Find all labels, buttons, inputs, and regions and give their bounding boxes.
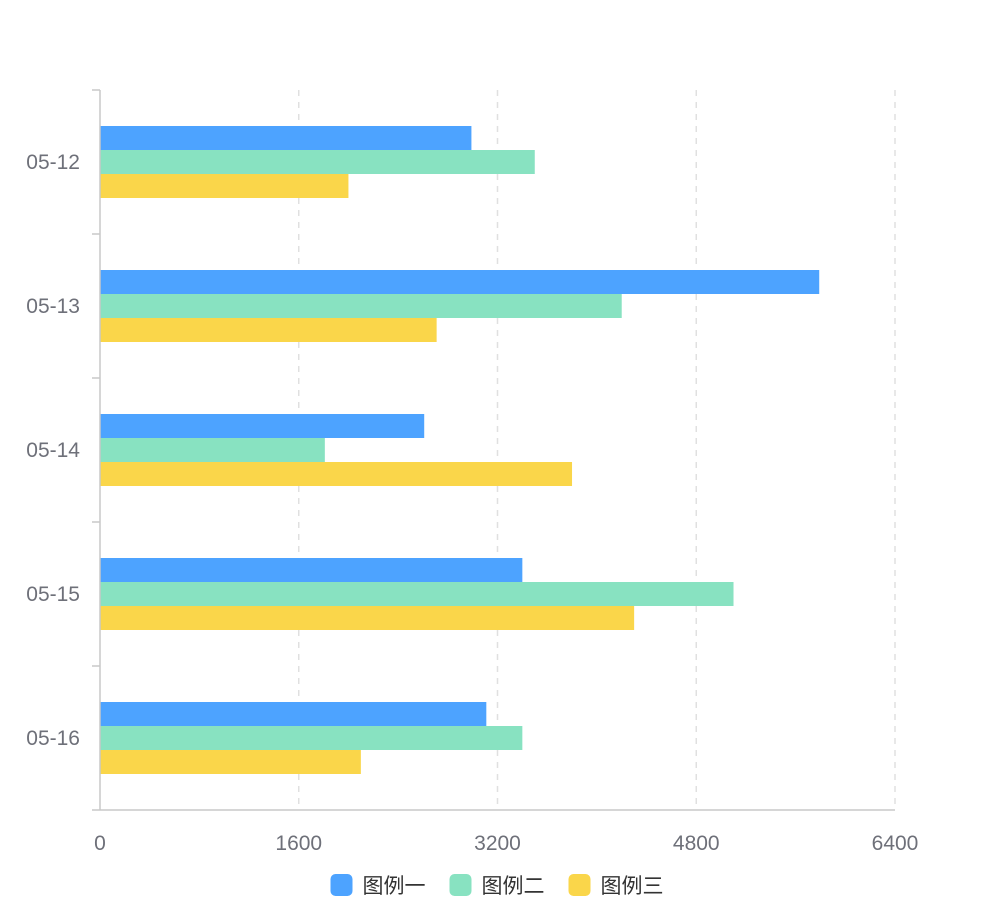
y-tick-label: 05-13 — [26, 295, 80, 318]
legend-swatch-series-2[interactable] — [449, 874, 472, 896]
legend-swatch-series-1[interactable] — [330, 874, 353, 896]
bar-05-16-series-3[interactable] — [100, 750, 361, 774]
bar-05-12-series-3[interactable] — [100, 174, 349, 198]
x-tick-label: 1600 — [275, 832, 322, 855]
legend-label[interactable]: 图例一 — [363, 874, 426, 898]
bar-05-12-series-1[interactable] — [100, 126, 472, 150]
y-tick-label: 05-16 — [26, 727, 80, 750]
y-tick-label: 05-12 — [26, 151, 80, 174]
x-tick-label: 4800 — [673, 832, 720, 855]
y-tick-label: 05-15 — [26, 583, 80, 606]
axes — [92, 89, 895, 811]
bar-05-13-series-3[interactable] — [100, 318, 437, 342]
legend: 图例一 图例二 图例三 — [330, 874, 664, 898]
bar-05-15-series-1[interactable] — [100, 558, 523, 582]
x-tick-label: 3200 — [474, 832, 521, 855]
x-tick-label: 6400 — [872, 832, 919, 855]
bar-05-13-series-2[interactable] — [100, 294, 622, 318]
bar-05-15-series-3[interactable] — [100, 606, 635, 630]
legend-label[interactable]: 图例三 — [601, 874, 664, 898]
legend-label[interactable]: 图例二 — [482, 874, 545, 898]
y-tick-label: 05-14 — [26, 439, 80, 462]
bar-05-16-series-2[interactable] — [100, 726, 523, 750]
bar-series — [100, 126, 820, 774]
bar-05-13-series-1[interactable] — [100, 270, 820, 294]
bar-05-14-series-1[interactable] — [100, 414, 425, 438]
bar-05-14-series-3[interactable] — [100, 462, 573, 486]
bar-05-14-series-2[interactable] — [100, 438, 325, 462]
x-axis-tick-labels: 0 1600 3200 4800 6400 — [94, 832, 918, 855]
bar-05-15-series-2[interactable] — [100, 582, 734, 606]
bar-05-12-series-2[interactable] — [100, 150, 535, 174]
bar-05-16-series-1[interactable] — [100, 702, 487, 726]
x-tick-label: 0 — [94, 832, 106, 855]
legend-swatch-series-3[interactable] — [568, 874, 591, 896]
y-axis-tick-labels: 05-12 05-13 05-14 05-15 05-16 — [26, 151, 80, 750]
